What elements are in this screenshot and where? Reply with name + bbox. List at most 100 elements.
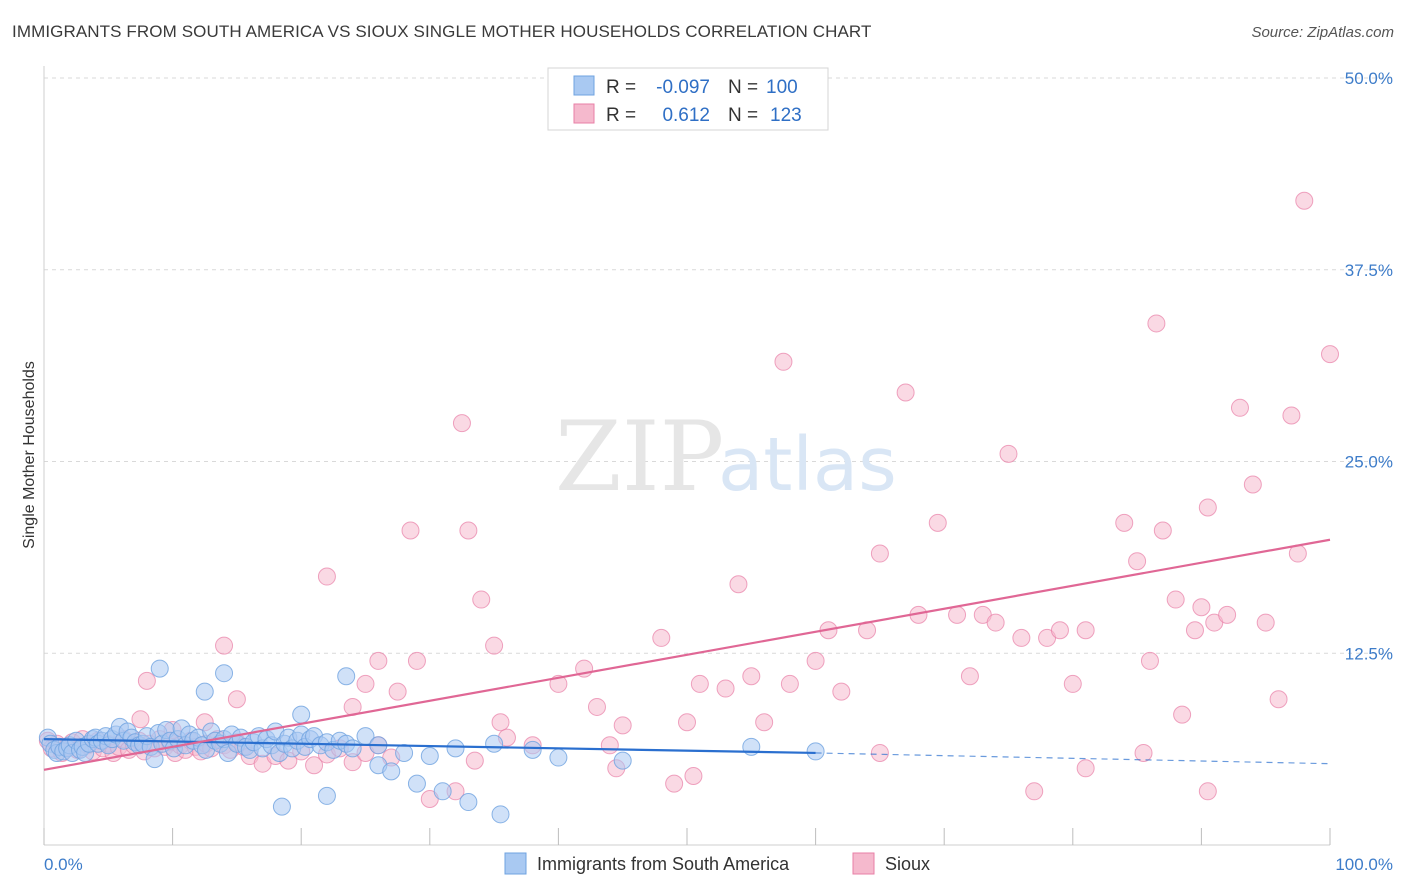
sioux-point [137, 671, 156, 690]
sioux-point [832, 682, 851, 701]
y-axis-label: Single Mother Households [21, 361, 38, 549]
sioux-point [401, 521, 420, 540]
sioux-point [1198, 498, 1217, 517]
sioux-point [227, 690, 246, 709]
sioux-point [1012, 628, 1031, 647]
bottom-legend-label-blue: Immigrants from South America [537, 854, 790, 874]
sioux-point [652, 628, 671, 647]
legend-n-value-2: 123 [770, 105, 802, 126]
sioux-point [485, 636, 504, 655]
south-america-point [145, 750, 164, 769]
sioux-point [305, 756, 324, 775]
sioux-point [1173, 705, 1192, 724]
sioux-point [1063, 674, 1082, 693]
south-america-point [407, 774, 426, 793]
sioux-point [928, 513, 947, 532]
south-america-point [317, 786, 336, 805]
y-tick-label-2: 37.5% [1345, 261, 1393, 280]
sioux-point [948, 605, 967, 624]
legend-r-value-2: 0.612 [662, 105, 710, 126]
sioux-point [1134, 743, 1153, 762]
sioux-point [1115, 513, 1134, 532]
south-america-point [433, 782, 452, 801]
south-america-trendline [43, 738, 816, 755]
chart-title: IMMIGRANTS FROM SOUTH AMERICA VS SIOUX S… [12, 22, 872, 41]
sioux-point [215, 636, 234, 655]
sioux-point [356, 674, 375, 693]
sioux-point [678, 713, 696, 732]
y-tick-labels: 12.5% 25.0% 37.5% 50.0% [1345, 69, 1393, 663]
sioux-point [806, 651, 825, 670]
sioux-point [1243, 475, 1262, 494]
sioux-point [870, 743, 889, 762]
axes [43, 66, 1331, 846]
sioux-point [472, 590, 491, 609]
sioux-point [1269, 690, 1288, 709]
legend-n-label-2: N = [728, 105, 758, 126]
sioux-point [388, 682, 407, 701]
watermark: ZIP atlas [555, 401, 897, 513]
stats-legend-box [547, 67, 829, 131]
watermark-atlas: atlas [718, 422, 897, 508]
legend-r-label-1: R = [606, 77, 636, 98]
south-america-point [343, 739, 362, 758]
sioux-point [452, 414, 471, 433]
legend-r-value-1: -0.097 [656, 77, 710, 98]
sioux-point [407, 651, 426, 670]
sioux-point [613, 716, 632, 735]
series-legend: Immigrants from South America Sioux [504, 852, 930, 875]
sioux-point [587, 697, 606, 716]
legend-n-value-1: 100 [766, 77, 798, 98]
sioux-point [317, 567, 336, 586]
bottom-legend-swatch-pink [852, 852, 875, 875]
bottom-legend-swatch-blue [504, 852, 527, 875]
sioux-point [1321, 345, 1339, 364]
x-tick-min: 0.0% [44, 855, 83, 874]
sioux-point [491, 713, 510, 732]
sioux-point [1256, 613, 1275, 632]
south-america-point [485, 734, 504, 753]
sioux-point [1218, 605, 1237, 624]
south-america-point [382, 762, 401, 781]
sioux-point [369, 651, 388, 670]
sioux-point [690, 674, 709, 693]
bottom-legend-label-pink: Sioux [885, 854, 930, 874]
sioux-trendline [43, 538, 1331, 771]
sioux-point [1153, 521, 1172, 540]
sioux-point [665, 774, 684, 793]
south-america-trendline-extension [815, 752, 1331, 765]
sioux-point [1140, 651, 1159, 670]
south-america-point [195, 682, 214, 701]
south-america-point [272, 797, 291, 816]
y-tick-label-3: 50.0% [1345, 69, 1393, 88]
south-america-point [806, 742, 825, 761]
sioux-point [986, 613, 1005, 632]
south-america-point [613, 751, 632, 770]
sioux-point [549, 674, 568, 693]
sioux-point [1192, 598, 1211, 617]
sioux-point [1076, 759, 1095, 778]
south-america-point [446, 739, 465, 758]
sioux-point [960, 667, 979, 686]
legend-n-label-1: N = [728, 77, 758, 98]
legend-swatch-pink [573, 103, 595, 124]
legend-r-label-2: R = [606, 105, 636, 126]
sioux-point [716, 679, 735, 698]
sioux-point [600, 736, 619, 755]
sioux-point [774, 352, 793, 371]
sioux-point [1230, 398, 1249, 417]
sioux-point [780, 674, 799, 693]
sioux-point [999, 444, 1018, 463]
sioux-point [1198, 782, 1217, 801]
sioux-point [1050, 621, 1069, 640]
sioux-point [742, 667, 761, 686]
sioux-point [870, 544, 889, 563]
south-america-points [38, 659, 825, 824]
sioux-point [755, 713, 774, 732]
sioux-point [131, 710, 150, 729]
south-america-point [292, 705, 311, 724]
sioux-point [1295, 191, 1314, 210]
y-tick-label-1: 25.0% [1345, 453, 1393, 472]
south-america-point [549, 748, 568, 767]
legend-swatch-blue [573, 75, 595, 96]
